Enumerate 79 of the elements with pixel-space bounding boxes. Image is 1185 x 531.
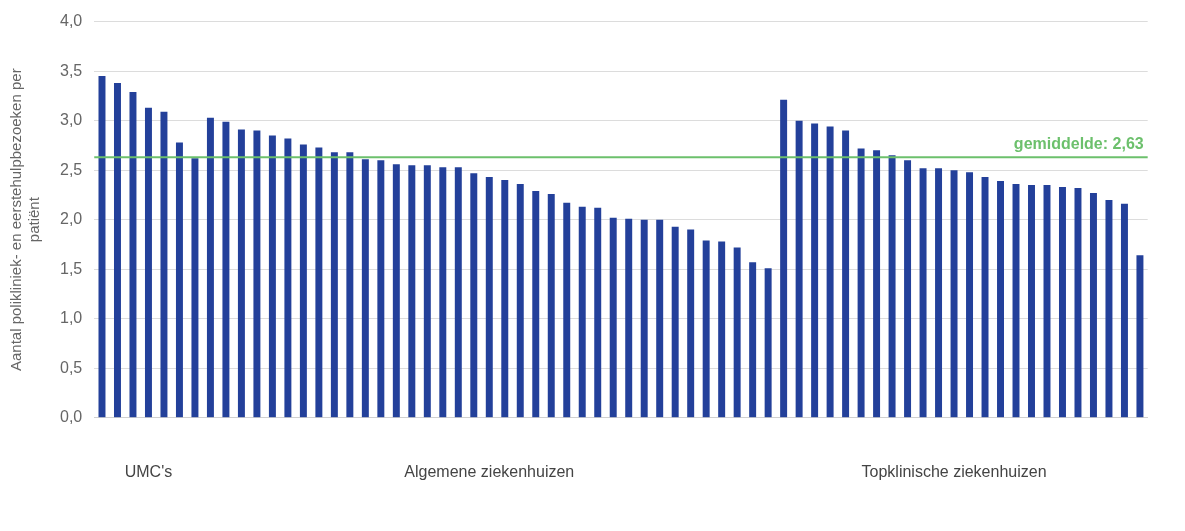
bar	[470, 173, 478, 418]
bar	[532, 190, 540, 418]
y-tick-label: 4,0	[59, 12, 83, 30]
bar	[423, 165, 431, 418]
y-tick-label: 0,0	[59, 408, 83, 426]
bar	[1120, 203, 1128, 418]
bar	[299, 144, 307, 418]
bar	[237, 129, 245, 418]
bar	[888, 155, 896, 418]
bar	[935, 168, 943, 418]
bar	[919, 168, 927, 418]
bar	[516, 184, 524, 418]
bar	[780, 99, 788, 418]
bar	[718, 241, 726, 418]
x-tick-label: Topklinische ziekenhuizen	[861, 462, 1047, 480]
bar	[113, 83, 121, 418]
y-tick-label: 3,0	[59, 111, 83, 129]
y-tick-label: 1,5	[59, 259, 83, 277]
bar	[687, 229, 695, 418]
bar	[1105, 199, 1113, 418]
bar	[501, 180, 509, 418]
bar	[1028, 185, 1035, 418]
bar	[175, 142, 183, 418]
bar	[160, 111, 168, 418]
bar	[346, 152, 354, 418]
bar	[795, 120, 803, 418]
bar	[222, 121, 230, 418]
bar	[547, 193, 555, 418]
y-tick-label: 2,0	[59, 210, 83, 228]
bar	[749, 262, 757, 418]
bar	[361, 159, 369, 418]
bar	[253, 130, 261, 418]
bar	[315, 147, 323, 418]
bar	[1059, 187, 1066, 418]
bar	[439, 167, 447, 418]
bar	[191, 158, 199, 418]
bar	[408, 165, 416, 418]
bar	[1089, 192, 1097, 418]
ref-line-label: gemiddelde: 2,63	[1013, 134, 1144, 152]
y-tick-label: 0,5	[59, 358, 83, 376]
bar	[578, 206, 586, 418]
bar	[702, 240, 710, 418]
bar	[981, 177, 989, 418]
bar	[609, 217, 617, 418]
y-tick-label: 2,5	[59, 160, 83, 178]
bar	[268, 135, 276, 418]
bar	[563, 202, 571, 418]
bar	[764, 268, 772, 418]
bar	[811, 123, 819, 418]
bar	[1136, 255, 1144, 418]
bar	[392, 164, 400, 418]
bar	[1074, 188, 1082, 418]
bar	[904, 160, 912, 418]
bar	[950, 170, 958, 418]
y-axis-title: Aantal polikliniek- en eerstehulpbezoeken per patiënt	[7, 68, 43, 372]
bar	[625, 218, 633, 418]
bar	[377, 160, 385, 418]
bar	[842, 130, 850, 418]
bar	[144, 107, 152, 418]
bar	[129, 91, 137, 418]
bar	[826, 126, 834, 418]
y-tick-label: 3,5	[59, 61, 83, 79]
x-tick-label: Algemene ziekenhuizen	[404, 462, 575, 480]
bar	[206, 117, 214, 418]
y-tick-label: 1,0	[59, 309, 83, 327]
bar	[640, 219, 648, 418]
bar	[966, 172, 974, 418]
bar	[997, 181, 1004, 418]
bar	[873, 150, 881, 418]
x-tick-label: UMC's	[124, 462, 173, 480]
bar	[671, 226, 679, 418]
bar	[284, 138, 292, 418]
bar	[857, 148, 865, 418]
bar	[330, 152, 338, 418]
bar	[594, 207, 602, 418]
bar	[454, 167, 462, 418]
bar	[656, 219, 664, 418]
bar	[733, 247, 741, 418]
bar	[485, 177, 493, 418]
